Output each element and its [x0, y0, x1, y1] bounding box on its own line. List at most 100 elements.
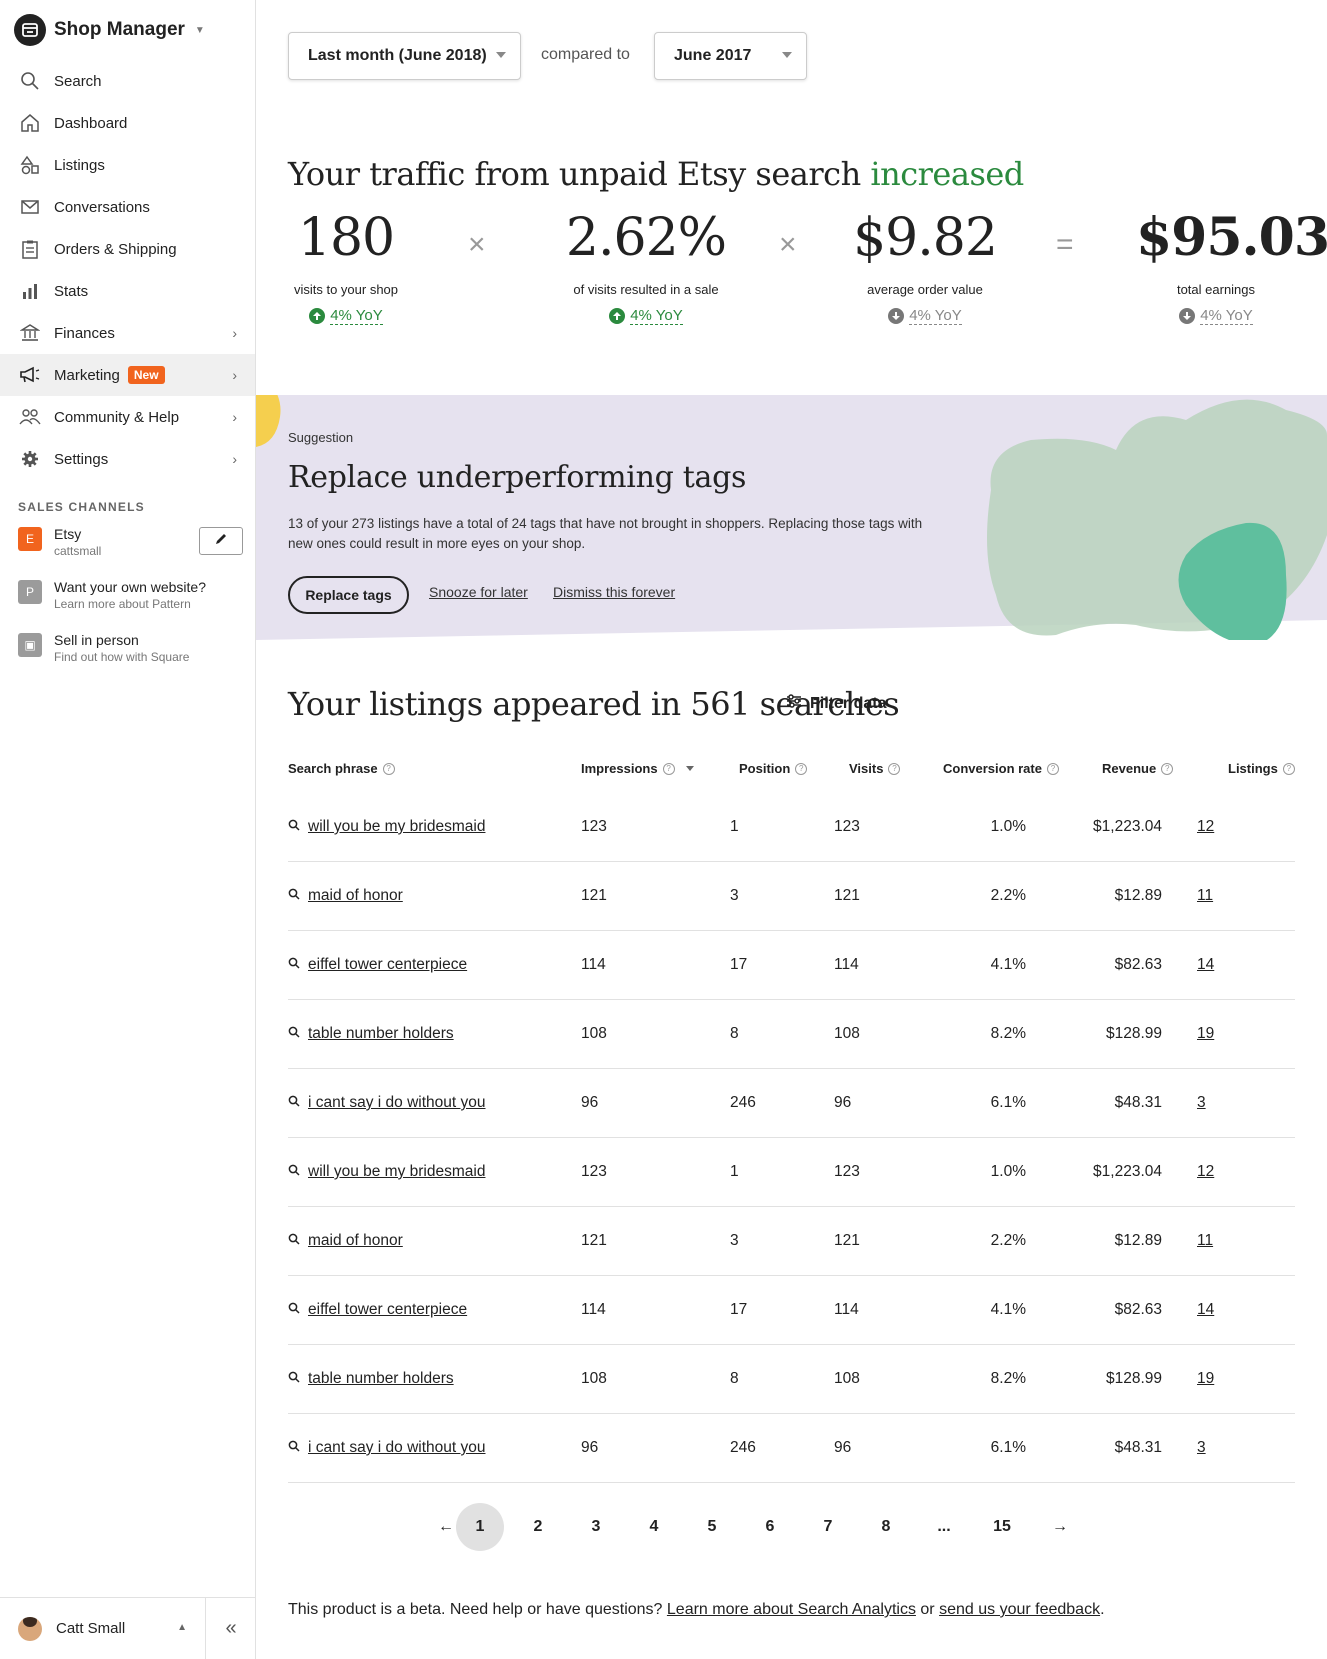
search-phrase-link[interactable]: eiffel tower centerpiece — [308, 1301, 468, 1318]
comparison-select[interactable]: June 2017 — [654, 32, 807, 80]
cell-listings[interactable]: 11 — [1197, 1232, 1214, 1249]
page-3[interactable]: 3 — [591, 1518, 601, 1535]
search-phrase-link[interactable]: will you be my bridesmaid — [308, 818, 486, 835]
cell-phrase[interactable]: will you be my bridesmaid — [288, 1163, 485, 1181]
col-revenue[interactable]: Revenue? — [1102, 761, 1174, 776]
cell-phrase[interactable]: eiffel tower centerpiece — [288, 1301, 467, 1319]
sidebar-item-listings[interactable]: Listings — [0, 144, 255, 186]
page-ellipsis[interactable]: ... — [937, 1518, 951, 1535]
help-icon[interactable]: ? — [795, 762, 808, 775]
page-4[interactable]: 4 — [649, 1518, 659, 1535]
cell-phrase[interactable]: maid of honor — [288, 1232, 403, 1250]
page-6[interactable]: 6 — [765, 1518, 775, 1535]
cell-revenue: $82.63 — [1114, 956, 1162, 973]
sidebar-item-stats[interactable]: Stats — [0, 270, 255, 312]
search-phrase-link[interactable]: i cant say i do without you — [308, 1439, 486, 1456]
cell-phrase[interactable]: maid of honor — [288, 887, 403, 905]
search-phrase-link[interactable]: table number holders — [308, 1370, 454, 1387]
sidebar-item-search[interactable]: Search — [0, 60, 255, 102]
search-phrase-link[interactable]: maid of honor — [308, 887, 403, 904]
learn-more-link[interactable]: Learn more about Search Analytics — [666, 1601, 916, 1618]
cell-phrase[interactable]: table number holders — [288, 1370, 454, 1388]
cell-revenue: $1,223.04 — [1093, 1163, 1162, 1180]
cell-listings[interactable]: 3 — [1197, 1439, 1206, 1456]
help-icon[interactable]: ? — [382, 762, 395, 775]
yoy-change[interactable]: 4% YoY — [1179, 307, 1253, 325]
user-menu[interactable]: Catt Small ▲ — [0, 1598, 206, 1659]
cell-listings[interactable]: 11 — [1197, 887, 1214, 904]
shop-manager-menu[interactable]: Shop Manager ▼ — [14, 14, 205, 46]
prev-page-arrow-icon[interactable]: ← — [438, 1518, 454, 1535]
cell-visits: 121 — [834, 1232, 860, 1249]
replace-tags-button[interactable]: Replace tags — [288, 576, 409, 614]
cell-revenue: $48.31 — [1114, 1094, 1162, 1111]
dismiss-link[interactable]: Dismiss this forever — [553, 584, 676, 600]
cell-impressions: 123 — [581, 818, 607, 835]
snooze-link[interactable]: Snooze for later — [429, 584, 528, 600]
page-8[interactable]: 8 — [881, 1518, 891, 1535]
sidebar-item-community[interactable]: Community & Help › — [0, 396, 255, 438]
help-icon[interactable]: ? — [1282, 762, 1295, 775]
period-select[interactable]: Last month (June 2018) — [288, 32, 521, 80]
cell-phrase[interactable]: will you be my bridesmaid — [288, 818, 485, 836]
channel-title: Want your own website? — [54, 579, 206, 595]
sidebar-item-conversations[interactable]: Conversations — [0, 186, 255, 228]
filter-data-button[interactable]: Filter data — [786, 694, 886, 713]
sidebar-item-marketing[interactable]: Marketing New › — [0, 354, 255, 396]
cell-conversion: 2.2% — [990, 1232, 1026, 1249]
cell-listings[interactable]: 14 — [1197, 956, 1215, 973]
col-listings[interactable]: Listings? — [1228, 761, 1295, 776]
search-phrase-link[interactable]: i cant say i do without you — [308, 1094, 486, 1111]
sidebar-item-settings[interactable]: Settings › — [0, 438, 255, 480]
table-row: will you be my bridesmaid 123 1 123 1.0% $1,2… — [288, 1138, 1295, 1207]
col-visits[interactable]: Visits? — [849, 761, 901, 776]
page-2[interactable]: 2 — [533, 1518, 543, 1535]
page-15[interactable]: 15 — [993, 1518, 1011, 1535]
col-search-phrase[interactable]: Search phrase? — [288, 761, 395, 776]
channel-etsy[interactable]: E Etsy cattsmall — [18, 525, 101, 559]
metric-label: of visits resulted in a sale — [573, 282, 719, 297]
cell-phrase[interactable]: eiffel tower centerpiece — [288, 956, 467, 974]
cell-listings[interactable]: 19 — [1197, 1370, 1215, 1387]
yoy-change[interactable]: 4% YoY — [609, 307, 683, 325]
channel-pattern[interactable]: P Want your own website? Learn more abou… — [18, 578, 206, 612]
cell-phrase[interactable]: i cant say i do without you — [288, 1094, 486, 1112]
edit-channel-button[interactable] — [199, 527, 243, 555]
help-icon[interactable]: ? — [1161, 762, 1174, 775]
cell-listings[interactable]: 14 — [1197, 1301, 1215, 1318]
search-phrase-link[interactable]: will you be my bridesmaid — [308, 1163, 486, 1180]
page-5[interactable]: 5 — [707, 1518, 717, 1535]
collapse-sidebar-button[interactable]: « — [206, 1598, 256, 1659]
page-1[interactable]: 1 — [456, 1503, 504, 1551]
sidebar-item-orders[interactable]: Orders & Shipping — [0, 228, 255, 270]
page-7[interactable]: 7 — [823, 1518, 833, 1535]
chevron-right-icon: › — [232, 367, 237, 383]
sidebar-item-finances[interactable]: Finances › — [0, 312, 255, 354]
sidebar-item-dashboard[interactable]: Dashboard — [0, 102, 255, 144]
channel-square[interactable]: ▣ Sell in person Find out how with Squar… — [18, 631, 189, 665]
col-impressions[interactable]: Impressions? — [581, 761, 694, 776]
search-phrase-link[interactable]: eiffel tower centerpiece — [308, 956, 468, 973]
cell-position: 8 — [730, 1025, 739, 1042]
help-icon[interactable]: ? — [888, 762, 901, 775]
yoy-change[interactable]: 4% YoY — [309, 307, 383, 325]
next-page-arrow-icon[interactable]: → — [1052, 1518, 1068, 1535]
cell-phrase[interactable]: i cant say i do without you — [288, 1439, 486, 1457]
chevron-right-icon: › — [232, 409, 237, 425]
cell-visits: 114 — [834, 1301, 859, 1318]
search-phrase-link[interactable]: maid of honor — [308, 1232, 403, 1249]
yoy-change[interactable]: 4% YoY — [888, 307, 962, 325]
column-label: Search phrase — [288, 761, 378, 776]
cell-listings[interactable]: 3 — [1197, 1094, 1206, 1111]
cell-listings[interactable]: 19 — [1197, 1025, 1215, 1042]
col-conversion-rate[interactable]: Conversion rate? — [943, 761, 1059, 776]
help-icon[interactable]: ? — [1046, 762, 1059, 775]
cell-listings[interactable]: 12 — [1197, 1163, 1215, 1180]
feedback-link[interactable]: send us your feedback — [939, 1601, 1101, 1618]
cell-listings[interactable]: 12 — [1197, 818, 1215, 835]
col-position[interactable]: Position? — [739, 761, 808, 776]
cell-phrase[interactable]: table number holders — [288, 1025, 454, 1043]
equals-operator: = — [1056, 228, 1074, 261]
search-phrase-link[interactable]: table number holders — [308, 1025, 454, 1042]
help-icon[interactable]: ? — [662, 762, 675, 775]
